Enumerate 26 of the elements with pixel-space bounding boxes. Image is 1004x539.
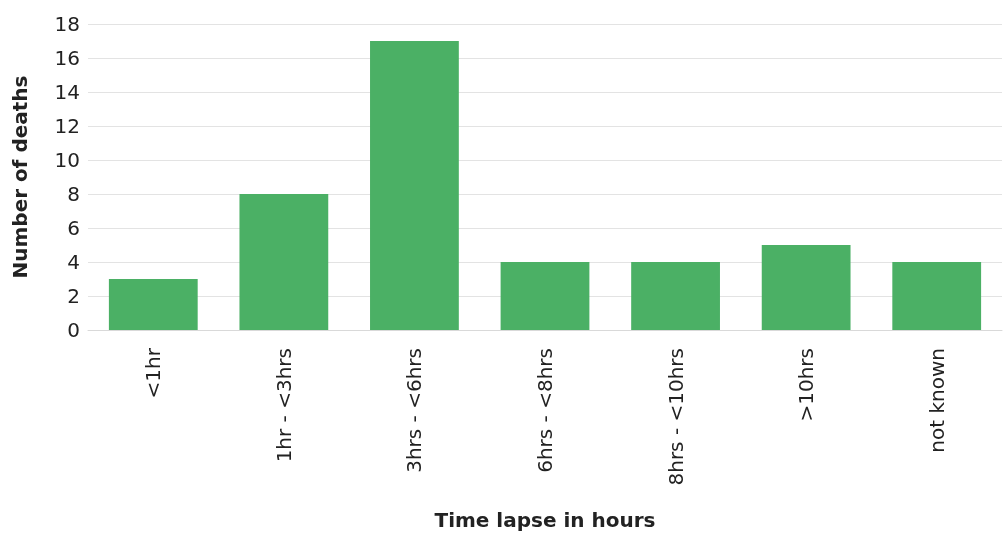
bar — [761, 245, 851, 330]
y-axis-title: Number of deaths — [8, 75, 32, 279]
bar — [892, 262, 982, 330]
y-tick-label: 2 — [67, 284, 80, 308]
x-tick-label: >10hrs — [794, 348, 819, 422]
x-tick-label: 8hrs - <10hrs — [663, 348, 688, 486]
x-tick-label: <1hr — [141, 347, 166, 399]
x-tick-label: 6hrs - <8hrs — [533, 348, 557, 473]
y-tick-label: 12 — [54, 114, 80, 138]
bar — [500, 262, 590, 330]
x-axis-title: Time lapse in hours — [434, 508, 656, 532]
bar — [108, 279, 198, 330]
y-tick-label: 8 — [67, 182, 80, 206]
bar — [631, 262, 720, 330]
y-tick-label: 10 — [54, 148, 80, 172]
y-tick-label: 18 — [54, 12, 80, 36]
y-tick-label: 4 — [67, 250, 80, 274]
bar — [370, 41, 459, 330]
x-tick-label: not known — [924, 348, 949, 453]
y-tick-label: 0 — [67, 318, 80, 342]
y-tick-label: 6 — [67, 216, 80, 240]
x-tick-label: 1hr - <3hrs — [271, 348, 296, 463]
y-tick-label: 16 — [54, 46, 80, 70]
y-tick-label: 14 — [54, 80, 80, 104]
x-tick-label: 3hrs - <6hrs — [402, 348, 427, 473]
bar — [239, 194, 329, 330]
